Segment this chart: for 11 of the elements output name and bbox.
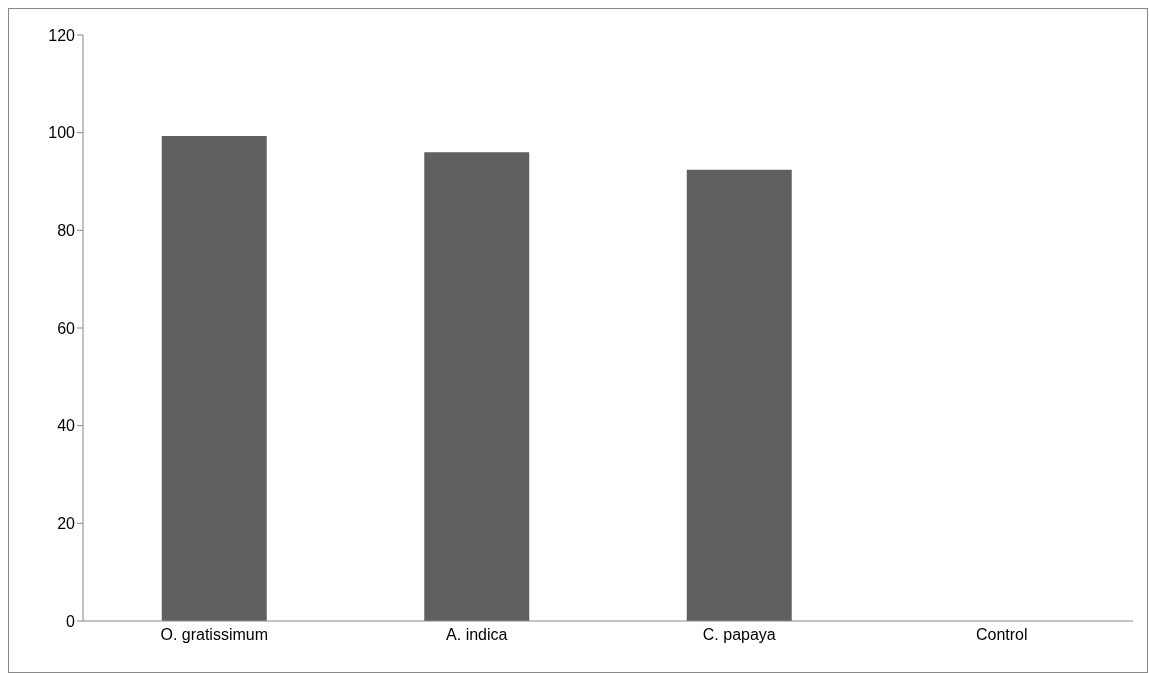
y-tick-label: 20	[57, 515, 76, 533]
y-tick-label: 40	[57, 417, 76, 435]
x-tick-label: C. papaya	[702, 626, 776, 644]
x-tick-label: A. indica	[446, 626, 508, 644]
y-tick-label: 100	[48, 124, 76, 142]
x-tick-label: O. gratissimum	[160, 626, 269, 644]
y-tick-label: 0	[66, 612, 76, 630]
y-tick-label: 120	[48, 26, 76, 44]
x-tick-label: Control	[975, 626, 1028, 644]
y-tick-label: 60	[57, 319, 76, 337]
y-tick-label: 80	[57, 222, 76, 240]
